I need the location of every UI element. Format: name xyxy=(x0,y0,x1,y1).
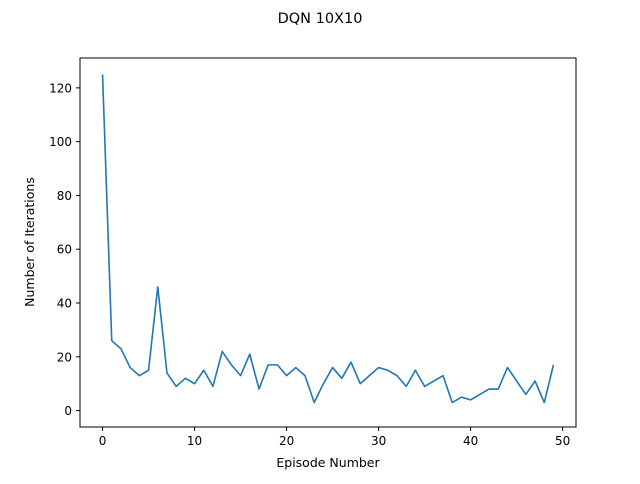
axes-frame xyxy=(79,57,577,428)
y-axis-ticks: 0 20 40 60 80 100 120 xyxy=(49,81,80,418)
x-tick-label: 30 xyxy=(371,434,386,448)
y-tick-label: 80 xyxy=(57,189,72,203)
y-tick-label: 20 xyxy=(57,350,72,364)
x-axis-ticks: 0 10 20 30 40 50 xyxy=(99,427,570,448)
chart-title: DQN 10X10 xyxy=(278,11,363,27)
x-tick-label: 40 xyxy=(463,434,478,448)
y-tick-label: 60 xyxy=(57,243,72,257)
y-tick-label: 100 xyxy=(49,135,72,149)
series-line xyxy=(101,74,555,404)
x-tick-label: 0 xyxy=(99,434,107,448)
x-tick-label: 10 xyxy=(187,434,202,448)
y-tick-label: 40 xyxy=(57,297,72,311)
plot-area xyxy=(101,74,555,404)
x-tick-label: 50 xyxy=(555,434,570,448)
x-tick-label: 20 xyxy=(279,434,294,448)
y-axis-label: Number of Iterations xyxy=(22,177,37,307)
y-tick-label: 120 xyxy=(49,81,72,95)
y-tick-label: 0 xyxy=(64,404,72,418)
x-axis-label: Episode Number xyxy=(276,455,380,470)
